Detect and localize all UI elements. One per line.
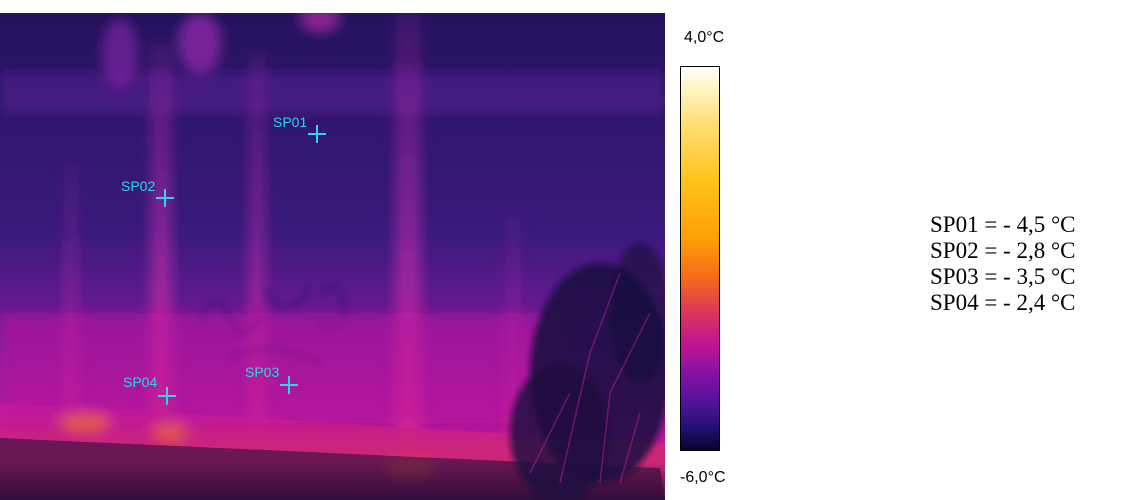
marker-label: SP02 (121, 178, 155, 194)
scale-max-label: 4,0°C (684, 29, 725, 46)
marker-sp04: SP04 (123, 374, 176, 405)
reading-sp04: SP04 = - 2,4 °C (930, 290, 1076, 315)
marker-label: SP01 (273, 114, 307, 130)
scale-min-label: -6,0°C (680, 469, 726, 486)
temperature-color-scale (680, 66, 720, 451)
marker-label: SP04 (123, 374, 157, 390)
marker-sp03: SP03 (245, 364, 298, 394)
thermal-image: SP01 SP02 SP03 SP04 (0, 13, 665, 500)
marker-sp01: SP01 (273, 114, 326, 143)
reading-sp03: SP03 = - 3,5 °C (930, 264, 1076, 289)
reading-sp01: SP01 = - 4,5 °C (930, 212, 1076, 237)
spot-readings: SP01 = - 4,5 °C SP02 = - 2,8 °C SP03 = -… (930, 212, 1076, 316)
marker-label: SP03 (245, 364, 279, 380)
marker-sp02: SP02 (121, 178, 174, 207)
reading-sp02: SP02 = - 2,8 °C (930, 238, 1076, 263)
